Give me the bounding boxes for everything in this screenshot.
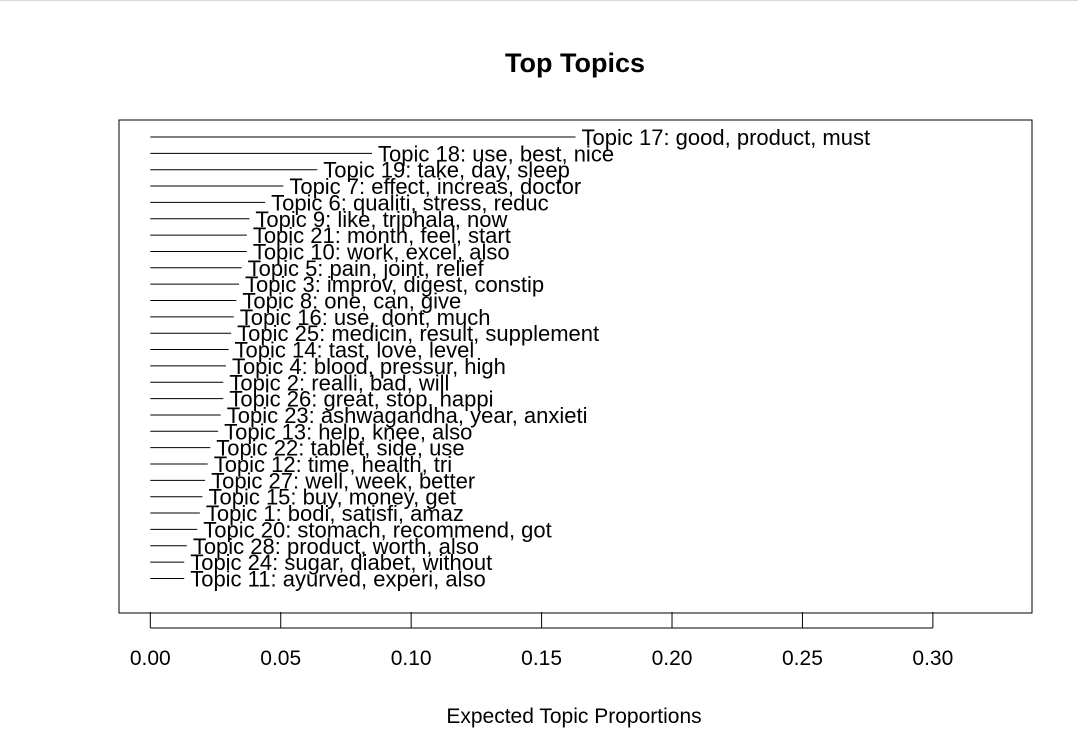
topic-label: Topic 19: take, day, sleep bbox=[323, 158, 570, 183]
chart-title: Top Topics bbox=[505, 48, 645, 78]
topic-label: Topic 2: realli, bad, will bbox=[229, 370, 449, 395]
topic-label: Topic 26: great, stop, happi bbox=[229, 387, 493, 412]
topic-label: Topic 22: tablet, side, use bbox=[216, 436, 464, 461]
plot-frame bbox=[118, 119, 1033, 614]
topic-label: Topic 10: work, excel, also bbox=[253, 239, 510, 264]
x-tick-label: 0.30 bbox=[912, 647, 953, 670]
topic-label: Topic 21: month, feel, start bbox=[253, 223, 511, 248]
topic-label: Topic 6: qualiti, stress, reduc bbox=[271, 190, 549, 215]
topic-label: Topic 14: tast, love, level bbox=[235, 338, 475, 363]
topic-label: Topic 7: effect, increas, doctor bbox=[289, 174, 581, 199]
topic-label: Topic 9: like, triphala, now bbox=[255, 207, 507, 232]
x-tick-label: 0.15 bbox=[521, 647, 562, 670]
topic-label: Topic 28: product, worth, also bbox=[193, 534, 479, 559]
topic-label: Topic 17: good, product, must bbox=[582, 125, 871, 150]
topic-label: Topic 24: sugar, diabet, without bbox=[190, 550, 492, 575]
x-axis-label: Expected Topic Proportions bbox=[446, 705, 701, 728]
topic-label: Topic 8: one, can, give bbox=[242, 289, 461, 314]
topic-label: Topic 18: use, best, nice bbox=[378, 141, 614, 166]
topic-label: Topic 15: buy, money, get bbox=[208, 485, 455, 510]
topic-label: Topic 3: improv, digest, constip bbox=[245, 272, 544, 297]
topic-label: Topic 4: blood, pressur, high bbox=[232, 354, 506, 379]
topic-label: Topic 12: time, health, tri bbox=[214, 452, 452, 477]
x-tick-label: 0.10 bbox=[391, 647, 432, 670]
topic-label: Topic 25: medicin, result, supplement bbox=[237, 321, 599, 346]
topic-label: Topic 13: help, knee, also bbox=[224, 419, 472, 444]
topic-label: Topic 1: bodi, satisfi, amaz bbox=[206, 501, 464, 526]
topic-label: Topic 27: well, week, better bbox=[211, 468, 475, 493]
x-axis: 0.00 0.05 0.10 0.15 0.20 0.25 0.30 bbox=[130, 612, 953, 670]
topic-label: Topic 16: use, dont, much bbox=[240, 305, 491, 330]
topic-bars bbox=[150, 136, 576, 579]
top-border-line bbox=[0, 0, 1078, 1]
topic-label: Topic 20: stomach, recommend, got bbox=[203, 517, 552, 542]
x-tick-label: 0.20 bbox=[652, 647, 693, 670]
x-tick-label: 0.05 bbox=[260, 647, 301, 670]
topic-label: Topic 11: ayurved, experi, also bbox=[190, 566, 486, 591]
topic-label: Topic 23: ashwagandha, year, anxieti bbox=[227, 403, 588, 428]
x-tick-label: 0.25 bbox=[782, 647, 823, 670]
x-tick-label: 0.00 bbox=[130, 647, 171, 670]
topic-label: Topic 5: pain, joint, relief bbox=[248, 256, 485, 281]
